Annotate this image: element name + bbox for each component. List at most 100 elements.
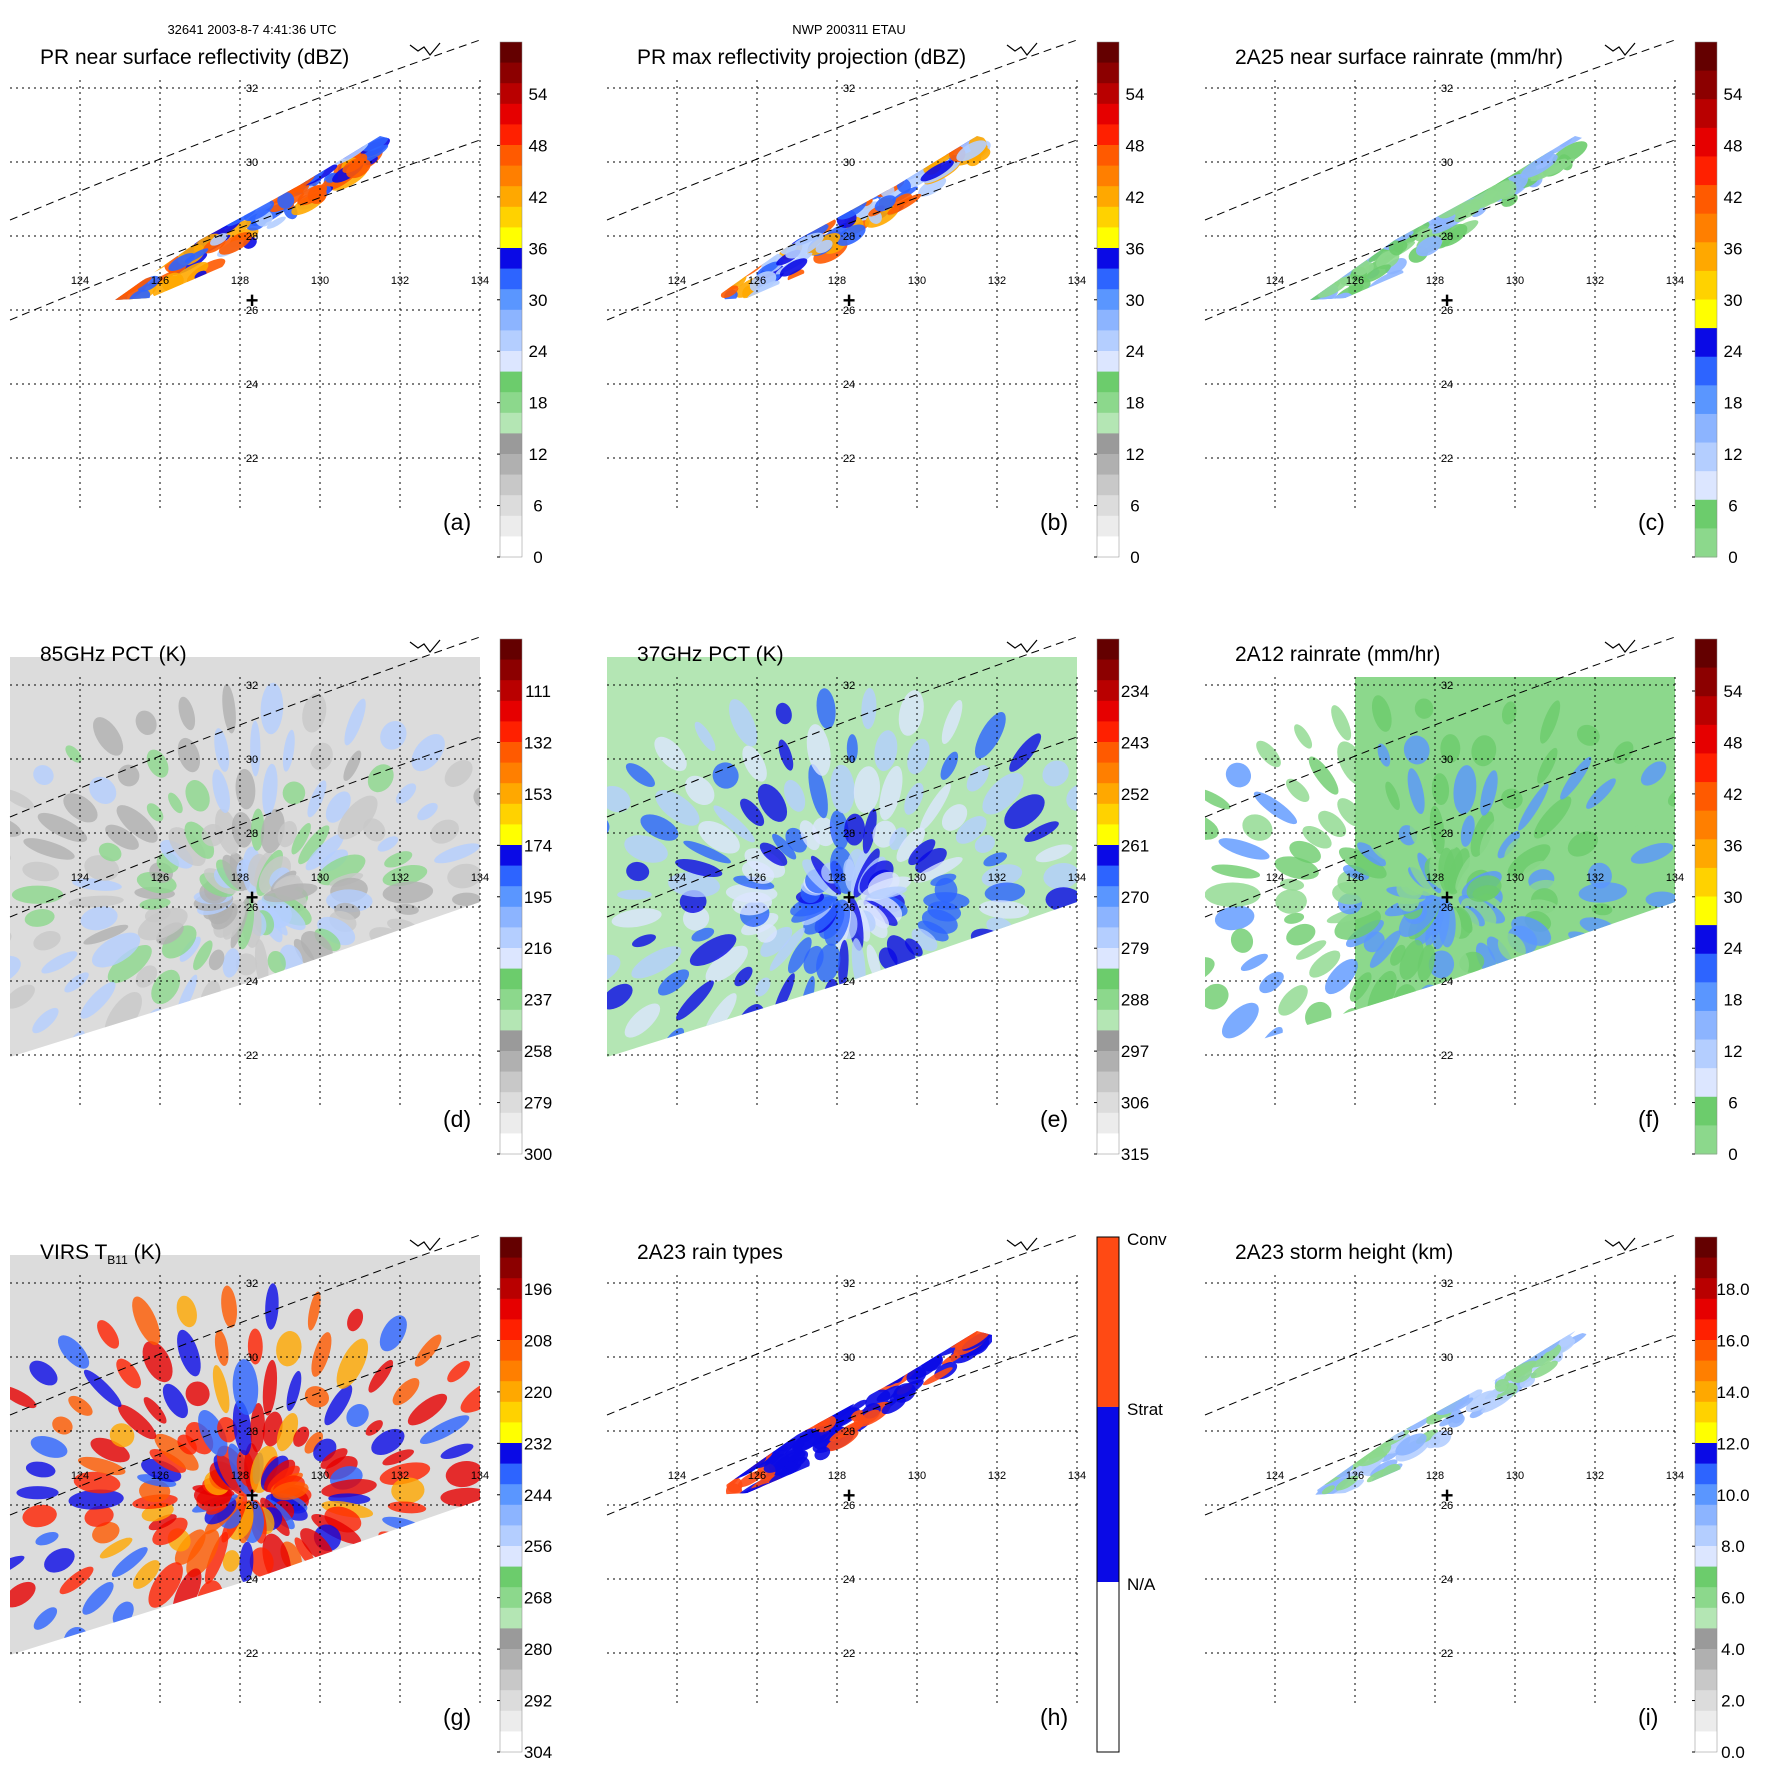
precip-cell: [304, 163, 317, 174]
precip-cell: [262, 1359, 278, 1416]
precip-cell: [759, 842, 788, 866]
colorbar-segment: [1695, 99, 1717, 129]
precip-cell: [347, 953, 387, 988]
storm-center-marker: +: [843, 885, 856, 910]
lon-label: 132: [391, 1470, 409, 1482]
precip-cell: [1469, 1343, 1505, 1366]
precip-cell: [920, 160, 954, 182]
colorbar-segment: [1097, 865, 1119, 887]
precip-cell: [384, 851, 413, 868]
precip-cell: [1430, 171, 1457, 189]
precip-cell: [959, 88, 990, 114]
precip-cell: [1403, 735, 1430, 765]
precip-cell: [247, 1328, 263, 1365]
precip-cell: [1310, 1435, 1344, 1457]
precip-cell: [792, 1431, 821, 1452]
lat-label: 24: [246, 1574, 258, 1586]
precip-cell: [908, 1340, 929, 1359]
precip-cell: [875, 1347, 908, 1370]
lon-label: 126: [151, 1470, 169, 1482]
precip-cell: [1560, 944, 1594, 969]
lat-label: 26: [1441, 902, 1453, 914]
colorbar-segment: [500, 1381, 522, 1403]
precip-cell: [1258, 1026, 1283, 1056]
precip-cell: [1447, 1381, 1463, 1398]
colorbar-segment: [1695, 528, 1717, 558]
precip-cell: [179, 936, 201, 962]
lon-label: 130: [908, 872, 926, 884]
precip-cell: [1497, 933, 1526, 962]
precip-cell: [128, 253, 142, 264]
precip-cell: [1434, 1379, 1459, 1395]
colorbar-segment: [1097, 762, 1119, 784]
colorbar-segment: [1097, 433, 1119, 455]
colorbar-segment: [500, 351, 522, 373]
precip-cell: [369, 947, 394, 967]
precip-cell: [1438, 174, 1455, 186]
lat-label: 32: [843, 680, 855, 692]
colorbar-tick-label: 16.0: [1716, 1331, 1749, 1350]
precip-cell: [407, 1393, 448, 1426]
precip-cell: [22, 1504, 57, 1528]
precip-cell: [760, 1413, 782, 1429]
precip-cell: [33, 1607, 58, 1630]
colorbar: 18.0 16.0 14.0 12.0 10.0 8.0 6.0 4.0 2.0 0.0: [1692, 1236, 1750, 1762]
precip-cell: [90, 1437, 130, 1463]
lon-label: 130: [908, 1470, 926, 1482]
colorbar-segment: [1695, 724, 1717, 754]
lon-label: 126: [151, 872, 169, 884]
precip-cell: [999, 968, 1042, 1004]
precip-cell: [957, 1301, 986, 1322]
precip-cell: [392, 1378, 420, 1406]
precip-cell: [728, 242, 766, 266]
precip-cell: [870, 157, 898, 176]
precip-cell: [1520, 153, 1558, 179]
lat-lon-grid: [10, 677, 481, 1107]
precip-cell: [293, 1426, 310, 1447]
colorbar-segment: [500, 1112, 522, 1134]
colorbar-segment: [500, 248, 522, 270]
precip-cell: [366, 103, 399, 132]
colorbar-tick-label: 24: [529, 342, 548, 361]
precip-cell: [10, 814, 22, 837]
precip-cell: [135, 965, 158, 988]
colorbar-segment: [500, 721, 522, 743]
precip-cell: [1369, 930, 1401, 968]
precip-cell: [714, 257, 740, 278]
precip-cell: [1471, 1361, 1487, 1373]
precip-cell: [1395, 1401, 1428, 1425]
precip-cell: [264, 1058, 286, 1113]
precip-cell: [874, 161, 894, 175]
precip-cell: [210, 233, 228, 246]
colorbar-segment: [1097, 392, 1119, 414]
colorbar-segment: [500, 309, 522, 331]
panel-title: 2A23 rain types: [637, 1241, 783, 1264]
precip-cell: [895, 1359, 910, 1370]
swath-edge-lines: [606, 636, 1078, 918]
precip-cell: [314, 136, 351, 139]
lat-label: 22: [246, 1050, 258, 1062]
precip-cell: [725, 1435, 745, 1454]
lon-label: 134: [1666, 872, 1684, 884]
colorbar-segment: [500, 1669, 522, 1691]
swath-edge: [1204, 636, 1676, 818]
colorbar-tick-label: 234: [1121, 682, 1149, 701]
lat-label: 28: [843, 1426, 855, 1438]
precip-cell: [871, 1358, 908, 1383]
lon-label: 132: [1586, 872, 1604, 884]
colorbar-segment: [1695, 413, 1717, 444]
precip-cell: [1317, 277, 1350, 298]
swath-edge: [1204, 39, 1676, 221]
swath-edge: [1204, 1334, 1676, 1516]
precip-cell: [1567, 831, 1599, 857]
precip-cell: [1568, 847, 1619, 872]
precip-cell: [436, 1535, 474, 1551]
precip-cell: [334, 1015, 359, 1045]
colorbar-segment: [500, 1360, 522, 1382]
colorbar-segment: [500, 289, 522, 311]
lon-label: 134: [1068, 1470, 1086, 1482]
precip-cell: [249, 982, 268, 1028]
precip-cell: [1471, 735, 1497, 767]
lat-label: 24: [246, 976, 258, 988]
precip-cell: [1302, 825, 1332, 849]
